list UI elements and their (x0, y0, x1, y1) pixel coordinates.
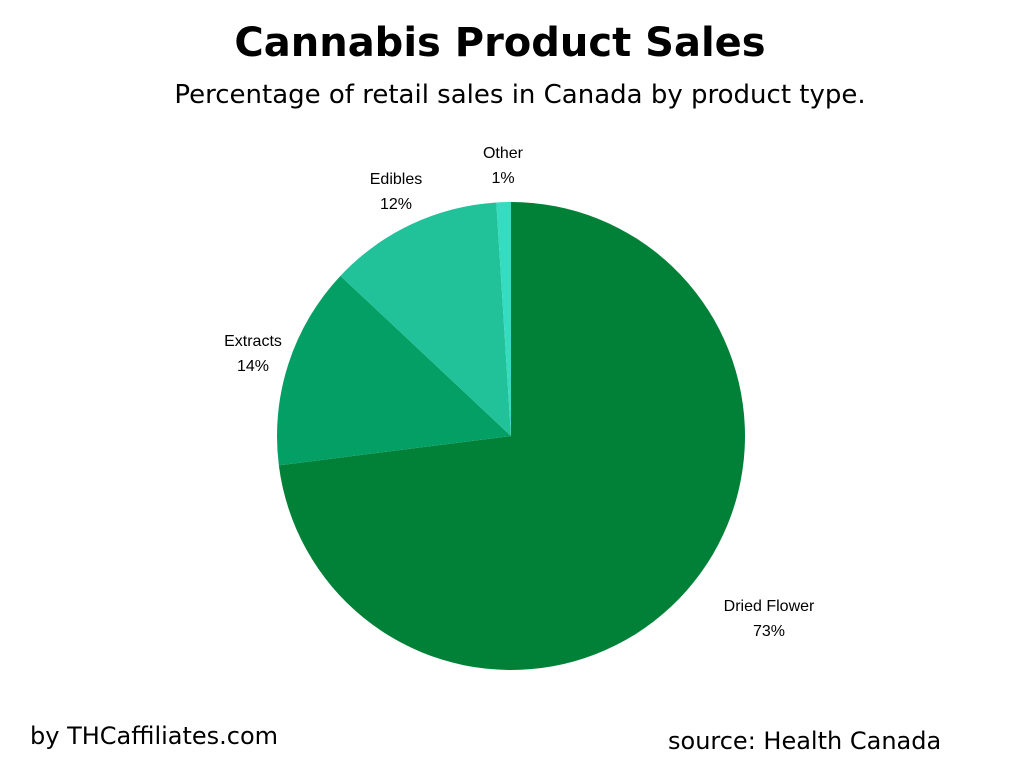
pie-slice-extracts (277, 275, 511, 466)
slice-label-dried-flower: Dried Flower (724, 598, 815, 615)
chart-title: Cannabis Product Sales (234, 20, 766, 66)
slice-value-edibles: 12% (380, 196, 412, 213)
credit-text: by THCaffiliates.com (30, 722, 279, 750)
pie-labels: Dried Flower 73% Extracts 14% Edibles 12% Othe… (224, 145, 815, 640)
chart-subtitle: Percentage of retail sales in Canada by … (174, 80, 866, 110)
pie-slice-edibles (340, 202, 511, 436)
slice-value-dried-flower: 73% (753, 623, 785, 640)
pie-slice-other (496, 202, 511, 436)
pie-slice-dried-flower (278, 202, 745, 670)
slice-value-extracts: 14% (237, 358, 269, 375)
pie-slices (277, 202, 745, 670)
source-text: source: Health Canada (668, 727, 942, 755)
slice-label-edibles: Edibles (370, 171, 422, 188)
slice-label-other: Other (483, 145, 524, 162)
slice-value-other: 1% (491, 170, 514, 187)
slice-label-extracts: Extracts (224, 333, 282, 350)
